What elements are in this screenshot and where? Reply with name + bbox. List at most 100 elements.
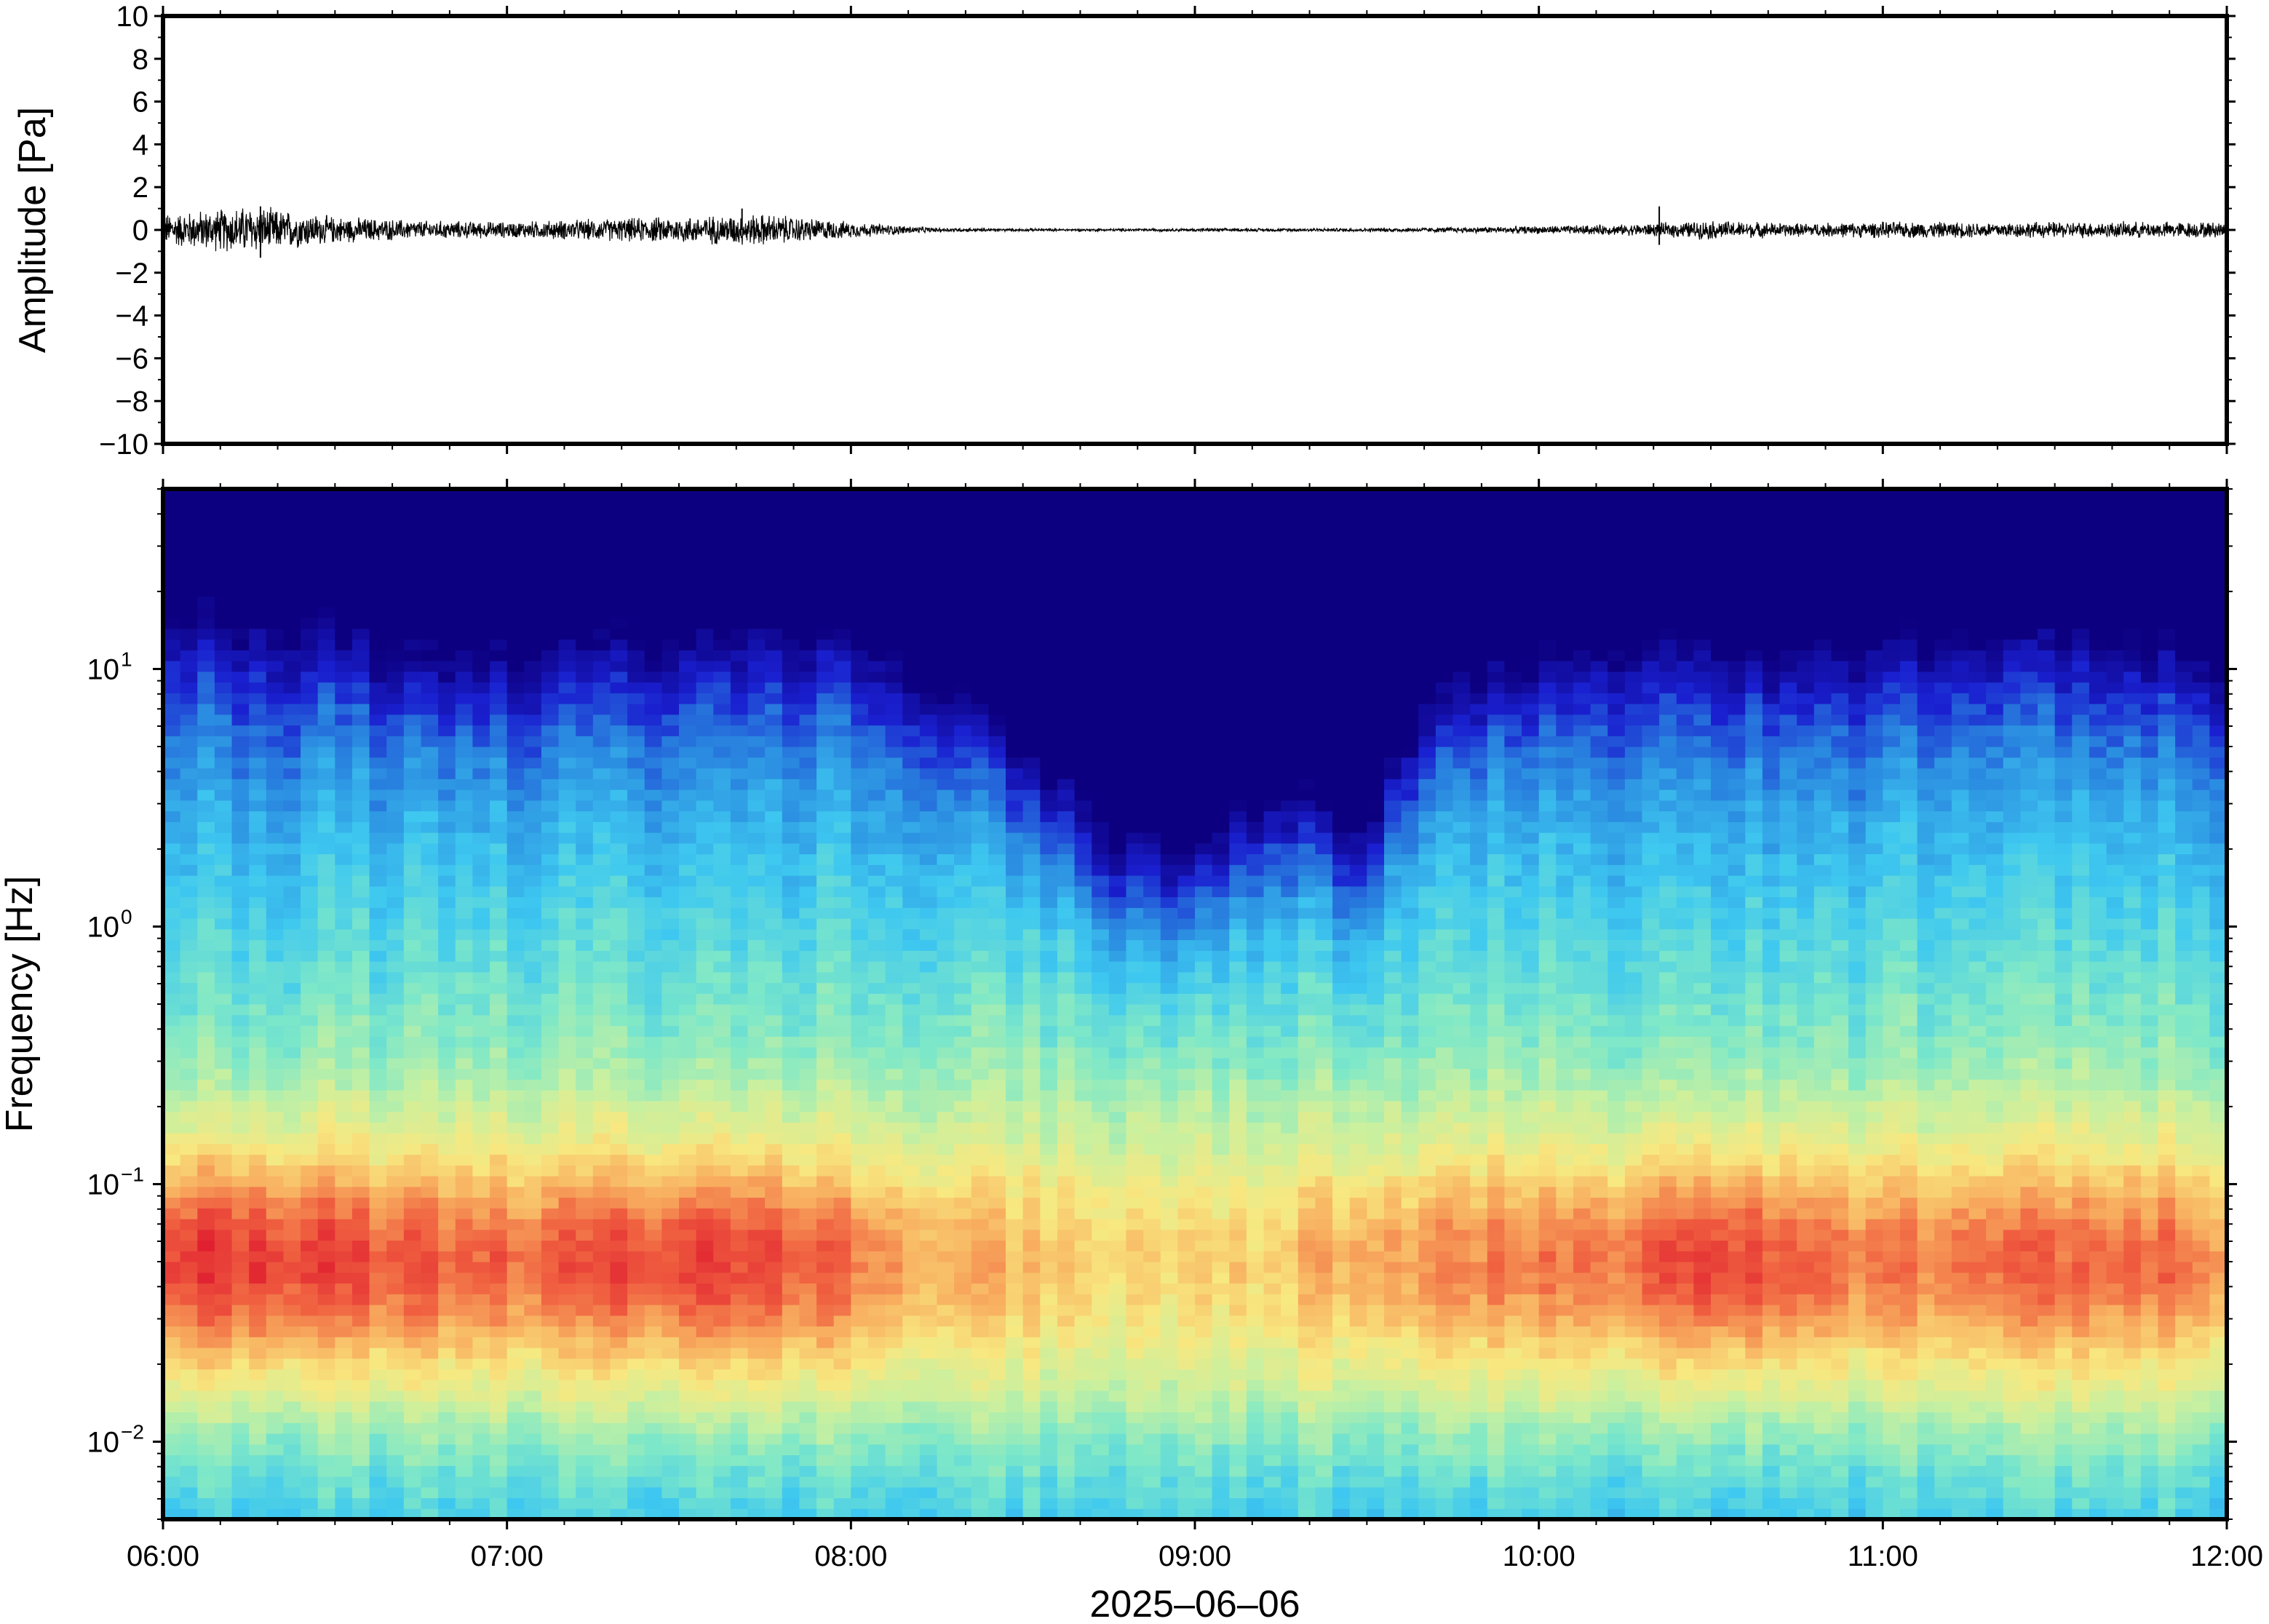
spectrogram-cell [851,1122,869,1134]
spectrogram-cell [180,1025,198,1037]
spectrogram-cell [919,736,938,747]
spectrogram-cell [747,1444,766,1456]
spectrogram-cell [266,907,285,919]
spectrogram-cell [799,1422,817,1434]
spectrogram-cell [592,1251,611,1262]
spectrogram-cell [335,532,353,544]
spectrogram-cell [490,725,508,736]
spectrogram-cell [438,843,456,855]
spectrogram-cell [369,693,387,704]
spectrogram-cell [696,1433,714,1445]
spectrogram-cell [558,950,576,962]
spectrogram-cell [696,1219,714,1230]
spectrogram-cell [197,510,215,522]
spectrogram-cell [455,1348,473,1359]
spectrogram-cell [472,575,490,586]
spectrogram-cell [163,489,181,501]
spectrogram-cell [231,704,250,715]
spectrogram-cell [885,639,903,650]
spectrogram-cell [919,1348,938,1359]
spectrogram-cell [301,1454,319,1466]
spectrogram-cell [351,596,370,608]
spectrogram-cell [369,1090,387,1102]
spectrogram-cell [541,628,560,640]
spectrogram-cell [730,1369,749,1380]
spectrogram-cell [1022,1197,1041,1209]
spectrogram-cell [1022,1111,1041,1123]
spectrogram-cell [249,596,267,608]
spectrogram-cell [455,532,473,544]
spectrogram-cell [266,950,285,962]
spectrogram-cell [610,1369,628,1380]
spectrogram-cell [490,1497,508,1509]
spectrogram-cell [576,1133,594,1145]
spectrogram-cell [851,1380,869,1391]
spectrogram-cell [627,928,645,941]
spectrogram-cell [558,1497,576,1509]
spectrogram-cell [919,1412,938,1423]
spectrogram-cell [369,1497,387,1509]
spectrogram-cell [610,779,628,790]
spectrogram-cell [782,1111,800,1123]
spectrogram-cell [455,1186,473,1198]
spectrogram-cell [301,1240,319,1251]
spectrogram-cell [661,1433,680,1445]
spectrogram-cell [592,1047,611,1059]
spectrogram-cell [249,1476,267,1488]
spectrogram-cell [317,1412,335,1423]
spectrogram-cell [644,1122,662,1134]
spectrogram-cell [919,1047,938,1059]
spectrogram-cell [506,1454,525,1466]
spectrogram-cell [576,564,594,576]
spectrogram-cell [197,811,215,822]
spectrogram-cell [747,553,766,565]
spectrogram-cell [610,1057,628,1070]
spectrogram-cell [351,768,370,779]
spectrogram-cell [283,918,301,930]
spectrogram-cell [954,564,972,576]
spectrogram-cell [283,982,301,994]
spectrogram-cell [713,853,731,865]
spectrogram-cell [627,564,645,576]
spectrogram-cell [421,811,439,822]
spectrogram-cell [954,757,972,769]
spectrogram-cell [249,704,267,715]
spectrogram-cell [490,864,508,876]
spectrogram-cell [747,714,766,726]
spectrogram-cell [851,1454,869,1466]
spectrogram-cell [661,1283,680,1294]
spectrogram-cell [661,885,680,898]
spectrogram-cell [283,1294,301,1305]
spectrogram-cell [266,918,285,930]
spectrogram-cell [730,971,749,984]
spectrogram-cell [988,532,1006,544]
spectrogram-cell [679,1229,697,1241]
spectrogram-cell [902,789,921,801]
spectrogram-cell [902,510,921,522]
spectrogram-cell [1006,1315,1024,1327]
spectrogram-cell [541,650,560,661]
spectrogram-cell [971,918,989,930]
spectrogram-cell [1006,939,1024,951]
spectrogram-cell [283,575,301,586]
spectrogram-cell [214,1348,233,1359]
spectrogram-cell [747,1272,766,1284]
spectrogram-cell [919,1358,938,1370]
spectrogram-cell [421,1154,439,1166]
spectrogram-cell [524,821,542,833]
spectrogram-cell [438,1197,456,1209]
spectrogram-cell [610,1497,628,1509]
spectrogram-cell [231,542,250,554]
spectrogram-cell [541,1025,560,1037]
spectrogram-cell [369,575,387,586]
spectrogram-cell [696,1412,714,1423]
spectrogram-cell [301,618,319,629]
spectrogram-cell [867,1476,886,1488]
spectrogram-cell [816,736,835,747]
spectrogram-cell [283,639,301,650]
spectrogram-cell [283,1283,301,1294]
spectrogram-cell [524,1176,542,1187]
spectrogram-cell [386,650,405,661]
spectrogram-cell [867,1229,886,1241]
spectrogram-cell [765,907,783,919]
